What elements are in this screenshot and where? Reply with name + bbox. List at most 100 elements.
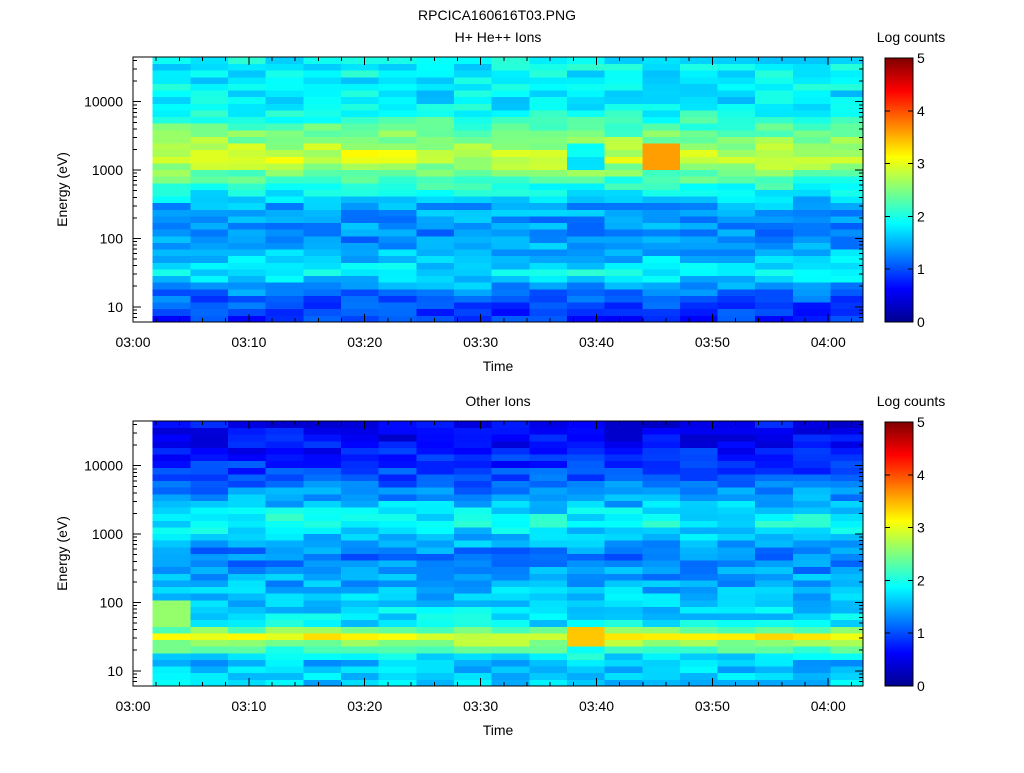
y-tick-label: 10 — [107, 663, 123, 679]
heatmap-cell — [566, 209, 605, 217]
heatmap-cell — [340, 500, 380, 508]
heatmap-cell — [830, 216, 864, 224]
heatmap-cell — [265, 63, 304, 71]
heatmap-cell — [717, 633, 756, 641]
heatmap-cell — [566, 440, 605, 448]
heatmap-cell — [792, 96, 831, 104]
heatmap-cell — [755, 619, 794, 627]
heatmap-cell — [755, 672, 794, 680]
colorbar — [884, 57, 914, 323]
heatmap-cell — [303, 129, 342, 137]
heatmap-cell — [830, 613, 864, 621]
colorbar-tick-label: 4 — [917, 103, 925, 119]
heatmap-cell — [228, 593, 267, 601]
heatmap-cell — [303, 520, 342, 528]
heatmap-cell — [340, 229, 380, 237]
heatmap-cell — [830, 480, 864, 488]
heatmap-cell — [491, 196, 530, 204]
heatmap-cell — [755, 533, 794, 541]
heatmap-cell — [340, 57, 380, 65]
heatmap-cell — [604, 282, 643, 290]
heatmap-cell — [679, 639, 718, 647]
heatmap-cell — [491, 156, 530, 164]
heatmap-cell — [265, 269, 304, 277]
heatmap-cell — [679, 269, 718, 277]
heatmap-cell — [642, 308, 681, 316]
heatmap-cell — [604, 500, 643, 508]
heatmap-cell — [755, 580, 794, 588]
heatmap-cell — [152, 269, 191, 277]
heatmap-cell — [340, 434, 380, 442]
heatmap-cell — [679, 633, 718, 641]
heatmap-cell — [303, 626, 342, 634]
heatmap-cell — [566, 156, 605, 164]
heatmap-cell — [529, 302, 568, 310]
x-tick-label: 03:10 — [231, 334, 266, 350]
heatmap-cell — [152, 646, 191, 654]
heatmap-cell — [265, 169, 304, 177]
heatmap-cell — [152, 599, 191, 607]
heatmap-cell — [190, 633, 229, 641]
heatmap-cell — [453, 116, 493, 124]
heatmap-cell — [604, 434, 643, 442]
heatmap-cell — [265, 652, 304, 660]
heatmap-cell — [642, 440, 681, 448]
heatmap-cell — [792, 454, 831, 462]
heatmap-cell — [491, 110, 530, 118]
heatmap-cell — [378, 63, 417, 71]
heatmap-cell — [604, 70, 643, 78]
heatmap-cell — [453, 129, 493, 137]
heatmap-cell — [190, 460, 229, 468]
heatmap-cell — [642, 110, 681, 118]
colorbar-label: Log counts — [877, 29, 946, 45]
heatmap-cell — [416, 156, 455, 164]
heatmap-cell — [529, 434, 568, 442]
heatmap-cell — [755, 116, 794, 124]
heatmap-cell — [491, 633, 530, 641]
heatmap-cell — [604, 639, 643, 647]
heatmap-cell — [152, 659, 191, 667]
heatmap-cell — [228, 646, 267, 654]
heatmap-cell — [416, 566, 455, 574]
heatmap-cell — [717, 520, 756, 528]
heatmap-cell — [792, 580, 831, 588]
heatmap-cell — [566, 96, 605, 104]
heatmap-cell — [228, 90, 267, 98]
heatmap-cell — [717, 209, 756, 217]
heatmap-cell — [152, 110, 191, 118]
heatmap-cell — [303, 176, 342, 184]
heatmap-cell — [190, 249, 229, 257]
heatmap-cell — [378, 90, 417, 98]
panel-title: Other Ions — [465, 393, 530, 409]
panel-2: 03:00 03:10 03:20 03:30 03:40 03:50 04:0010100… — [54, 393, 945, 738]
heatmap-cell — [265, 156, 304, 164]
heatmap-cell — [378, 110, 417, 118]
heatmap-cell — [190, 242, 229, 250]
heatmap-cell — [755, 103, 794, 111]
heatmap-cell — [792, 480, 831, 488]
heatmap-cell — [491, 639, 530, 647]
heatmap-cell — [529, 467, 568, 475]
heatmap-cell — [755, 235, 794, 243]
heatmap-cell — [755, 626, 794, 634]
heatmap-cell — [303, 275, 342, 283]
heatmap-cell — [830, 90, 864, 98]
heatmap-cell — [566, 63, 605, 71]
heatmap-cell — [529, 447, 568, 455]
heatmap-cell — [642, 302, 681, 310]
heatmap-cell — [679, 76, 718, 84]
heatmap-cell — [152, 96, 191, 104]
heatmap-cell — [416, 427, 455, 435]
heatmap-cell — [491, 619, 530, 627]
heatmap-cell — [604, 302, 643, 310]
heatmap-cell — [604, 76, 643, 84]
heatmap-cell — [228, 493, 267, 501]
heatmap-cell — [604, 143, 643, 151]
heatmap-cell — [378, 626, 417, 634]
heatmap-cell — [453, 666, 493, 674]
heatmap-cell — [566, 249, 605, 257]
colorbar-tick-label: 4 — [917, 467, 925, 483]
heatmap-cell — [491, 96, 530, 104]
heatmap-cell — [830, 96, 864, 104]
heatmap-cell — [642, 487, 681, 495]
